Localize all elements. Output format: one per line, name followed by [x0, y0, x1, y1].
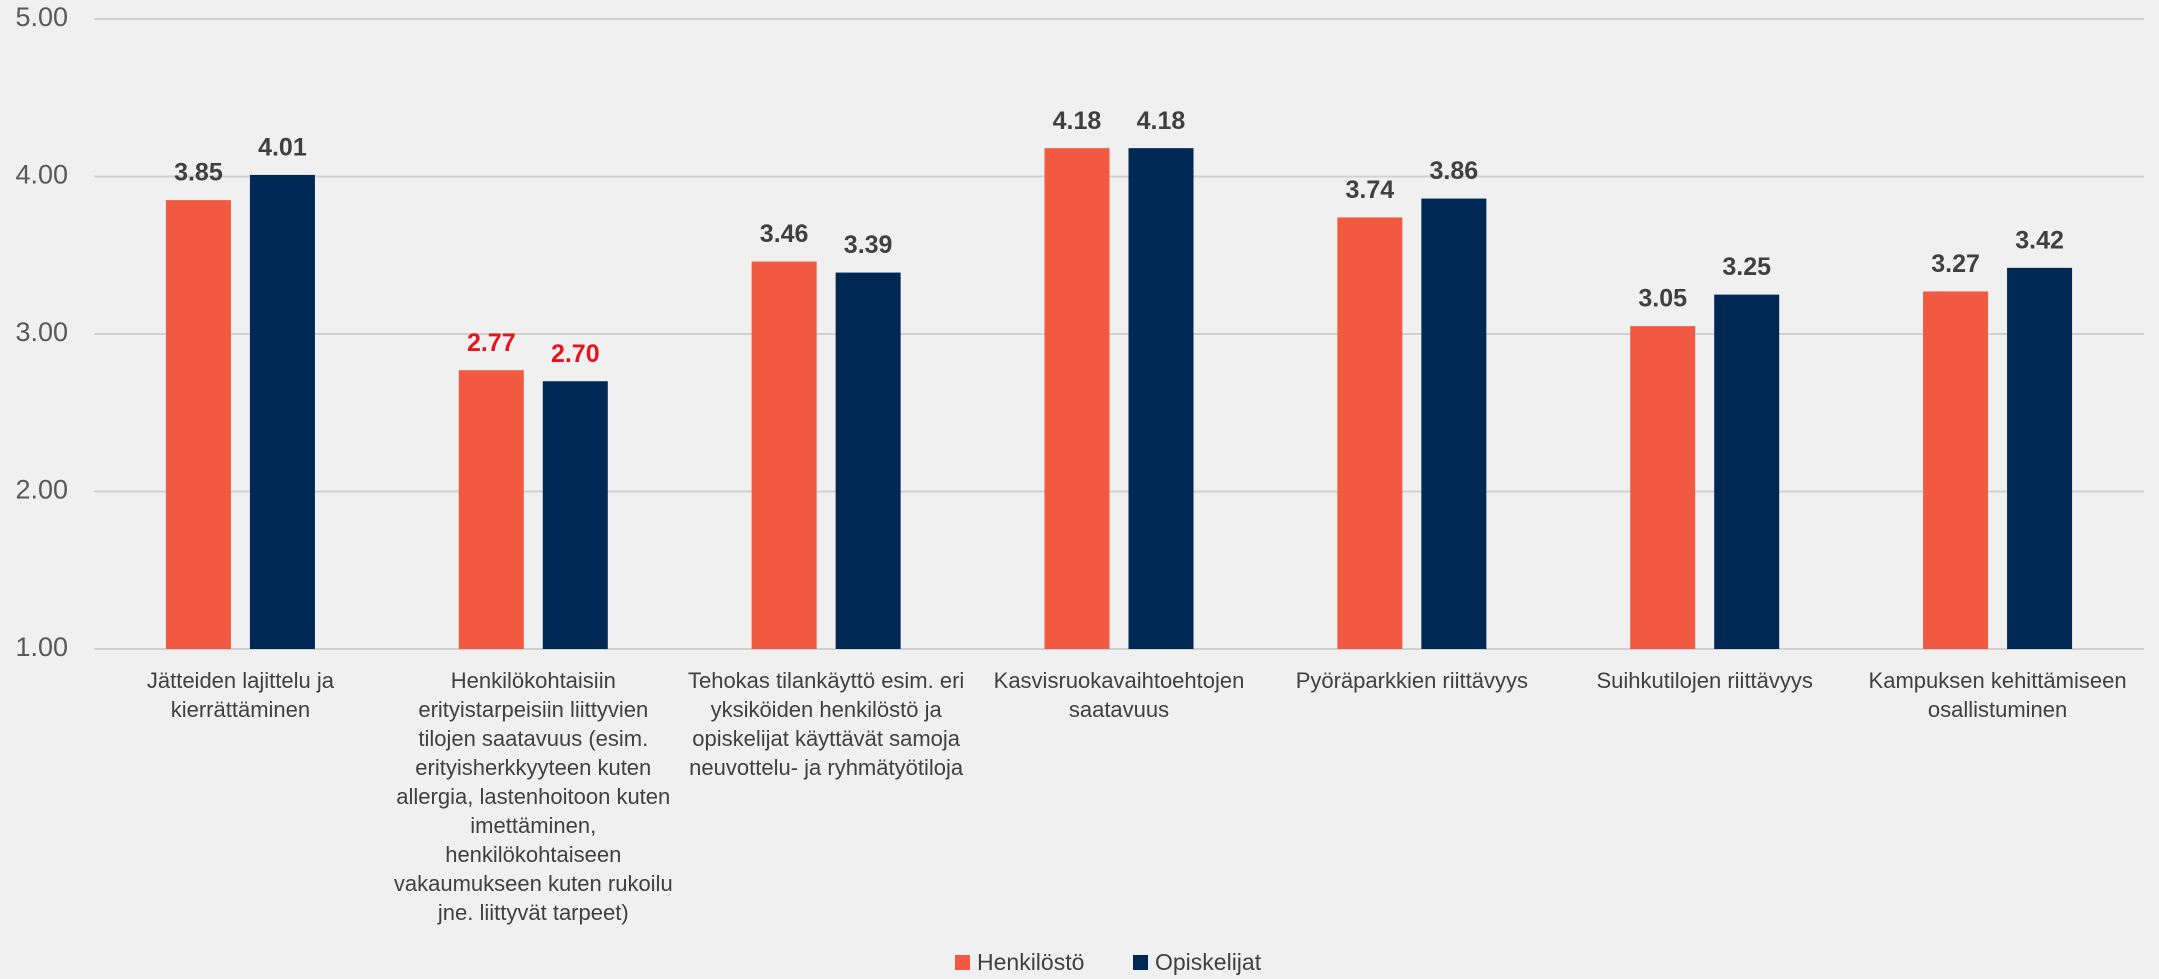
bar	[1923, 291, 1989, 649]
value-label: 3.46	[760, 220, 809, 248]
x-tick-label: Jätteiden lajittelu ja kierrättäminen	[146, 668, 334, 722]
legend-label: Henkilöstö	[977, 949, 1084, 975]
bar	[835, 272, 901, 649]
x-tick-label: Kasvisruokavaihtoehtojen saatavuus	[993, 668, 1245, 722]
bar	[165, 200, 231, 649]
legend-swatch	[955, 955, 970, 970]
bar	[2007, 267, 2073, 649]
x-tick-label: Suihkutilojen riittävyys	[1596, 668, 1813, 693]
value-label: 3.74	[1346, 176, 1395, 204]
y-tick-label: 1.00	[15, 632, 68, 662]
bar	[751, 261, 817, 649]
value-label: 4.01	[258, 134, 307, 162]
value-label: 3.25	[1722, 253, 1771, 281]
value-label: 3.05	[1638, 285, 1687, 313]
legend-swatch	[1133, 955, 1148, 970]
bar	[1421, 198, 1487, 650]
legend-label: Opiskelijat	[1155, 949, 1262, 975]
value-label: 3.86	[1430, 157, 1479, 185]
bar	[1337, 217, 1403, 649]
value-label: 3.85	[174, 159, 223, 187]
x-tick-label: Kampuksen kehittämiseen osallistuminen	[1868, 668, 2127, 722]
x-tick-label: Tehokas tilankäyttö esim. eri yksiköiden…	[687, 668, 965, 780]
value-label: 4.18	[1053, 107, 1102, 135]
value-label: 2.70	[551, 340, 600, 368]
x-tick-label: Pyöräparkkien riittävyys	[1295, 668, 1528, 693]
bar	[458, 370, 524, 649]
value-label: 3.39	[844, 231, 893, 259]
bar	[1630, 326, 1696, 649]
bar	[1714, 294, 1780, 649]
bar	[1128, 148, 1194, 649]
y-tick-label: 4.00	[15, 160, 68, 190]
bar	[249, 174, 315, 650]
y-tick-label: 3.00	[15, 317, 68, 347]
value-label: 3.27	[1931, 250, 1980, 278]
x-tick-label: Henkilökohtaisiin erityistarpeisiin liit…	[393, 668, 673, 925]
value-label: 2.77	[467, 329, 516, 357]
bar	[1044, 148, 1110, 649]
value-label: 4.18	[1137, 107, 1186, 135]
bar	[542, 381, 608, 649]
y-tick-label: 2.00	[15, 475, 68, 505]
value-label: 3.42	[2015, 226, 2064, 254]
y-tick-label: 5.00	[15, 2, 68, 32]
